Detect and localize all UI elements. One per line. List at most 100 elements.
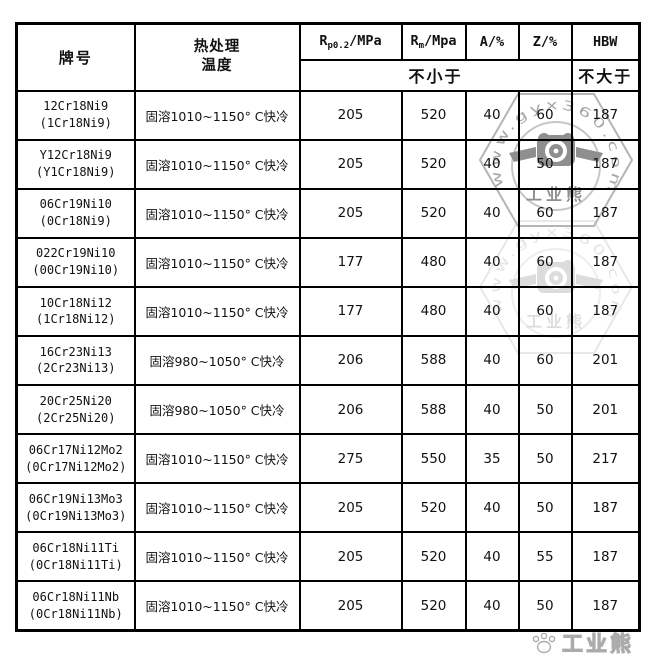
grade-old-name: (2Cr23Ni13) bbox=[36, 361, 116, 376]
rp02-value-cell: 205 bbox=[298, 580, 403, 632]
header-row-2: 不小于 不大于 bbox=[17, 58, 641, 92]
grade-name: 022Cr19Ni10 bbox=[36, 246, 116, 261]
table-row: 16Cr23Ni13 (2Cr23Ni13) 固溶980~1050° C快冷 2… bbox=[15, 334, 641, 386]
hbw-value-cell: 187 bbox=[570, 187, 641, 239]
rp02-value-cell: 205 bbox=[298, 482, 403, 534]
grade-old-name: (0Cr18Ni11Nb) bbox=[28, 606, 123, 621]
reduction-value-cell: 50 bbox=[517, 383, 573, 436]
reduction-value-cell: 50 bbox=[517, 433, 573, 485]
reduction-value-cell: 50 bbox=[517, 138, 573, 190]
elongation-value-cell: 40 bbox=[464, 89, 520, 141]
treatment-cell: 固溶1010~1150° C快冷 bbox=[133, 531, 301, 583]
table-row: Y12Cr18Ni9 (Y1Cr18Ni9) 固溶1010~1150° C快冷 … bbox=[15, 138, 641, 190]
treatment-header-line1: 热处理 bbox=[193, 39, 241, 56]
hbw-value-cell: 217 bbox=[570, 433, 641, 485]
grade-cell: Y12Cr18Ni9 (Y1Cr18Ni9) bbox=[15, 138, 136, 190]
table-row: 10Cr18Ni12 (1Cr18Ni12) 固溶1010~1150° C快冷 … bbox=[15, 285, 641, 337]
grade-name: 16Cr23Ni13 bbox=[39, 344, 112, 359]
treatment-cell: 固溶1010~1150° C快冷 bbox=[133, 285, 301, 337]
grade-name: 10Cr18Ni12 bbox=[39, 295, 112, 310]
table-row: 12Cr18Ni9 (1Cr18Ni9) 固溶1010~1150° C快冷 20… bbox=[15, 89, 641, 141]
grade-name: 06Cr17Ni12Mo2 bbox=[28, 442, 123, 457]
reduction-value-cell: 50 bbox=[517, 482, 573, 534]
rm-value-cell: 520 bbox=[400, 187, 467, 239]
col-header-rp02: Rp0.2/MPa bbox=[298, 22, 403, 61]
not-less-than-header: 不小于 bbox=[298, 58, 573, 92]
grade-cell: 20Cr25Ni20 (2Cr25Ni20) bbox=[15, 383, 136, 436]
col-header-grade: 牌号 bbox=[15, 22, 136, 92]
reduction-value-cell: 60 bbox=[517, 187, 573, 239]
grade-cell: 06Cr19Ni10 (0Cr18Ni9) bbox=[15, 187, 136, 239]
rp02-value-cell: 177 bbox=[298, 236, 403, 288]
table-row: 20Cr25Ni20 (2Cr25Ni20) 固溶980~1050° C快冷 2… bbox=[15, 383, 641, 436]
treatment-cell: 固溶1010~1150° C快冷 bbox=[133, 236, 301, 288]
grade-old-name: (Y1Cr18Ni9) bbox=[36, 165, 116, 180]
col-header-reduction: Z/% bbox=[517, 22, 573, 61]
grade-name: 12Cr18Ni9 bbox=[43, 99, 109, 114]
grade-old-name: (0Cr17Ni12Mo2) bbox=[25, 459, 127, 474]
grade-cell: 06Cr18Ni11Ti (0Cr18Ni11Ti) bbox=[15, 531, 136, 583]
hbw-value-cell: 201 bbox=[570, 383, 641, 436]
rm-value-cell: 520 bbox=[400, 580, 467, 632]
treatment-cell: 固溶1010~1150° C快冷 bbox=[133, 482, 301, 534]
grade-name: 06Cr19Ni13Mo3 bbox=[28, 491, 123, 506]
grade-old-name: (2Cr25Ni20) bbox=[36, 410, 116, 425]
rp02-value-cell: 205 bbox=[298, 187, 403, 239]
hbw-value-cell: 187 bbox=[570, 580, 641, 632]
rp02-value-cell: 206 bbox=[298, 334, 403, 386]
elongation-value-cell: 40 bbox=[464, 138, 520, 190]
hbw-value-cell: 187 bbox=[570, 89, 641, 141]
header-row-1: 牌号 热处理 温度 Rp0.2/MPa Rm/Mpa A/% Z/% HBW bbox=[15, 22, 641, 92]
hbw-value-cell: 201 bbox=[570, 334, 641, 386]
grade-name: 20Cr25Ni20 bbox=[39, 393, 112, 408]
treatment-header-line2: 温度 bbox=[201, 58, 233, 75]
footer-brand-text: 工业熊 bbox=[562, 632, 634, 656]
table-row: 06Cr18Ni11Nb (0Cr18Ni11Nb) 固溶1010~1150° … bbox=[15, 580, 641, 632]
elongation-value-cell: 35 bbox=[464, 433, 520, 485]
grade-old-name: (0Cr19Ni13Mo3) bbox=[25, 508, 127, 523]
treatment-cell: 固溶1010~1150° C快冷 bbox=[133, 138, 301, 190]
grade-name: 06Cr19Ni10 bbox=[39, 197, 112, 212]
grade-old-name: (00Cr19Ni10) bbox=[32, 263, 120, 278]
rm-value-cell: 520 bbox=[400, 531, 467, 583]
reduction-value-cell: 60 bbox=[517, 89, 573, 141]
reduction-value-cell: 50 bbox=[517, 580, 573, 632]
treatment-cell: 固溶1010~1150° C快冷 bbox=[133, 187, 301, 239]
mechanical-properties-table: 牌号 热处理 温度 Rp0.2/MPa Rm/Mpa A/% Z/% HBW 不… bbox=[15, 22, 641, 632]
rm-value-cell: 480 bbox=[400, 285, 467, 337]
grade-cell: 10Cr18Ni12 (1Cr18Ni12) bbox=[15, 285, 136, 337]
treatment-cell: 固溶980~1050° C快冷 bbox=[133, 334, 301, 386]
treatment-cell: 固溶1010~1150° C快冷 bbox=[133, 89, 301, 141]
reduction-value-cell: 60 bbox=[517, 334, 573, 386]
reduction-value-cell: 60 bbox=[517, 236, 573, 288]
grade-cell: 06Cr17Ni12Mo2 (0Cr17Ni12Mo2) bbox=[15, 433, 136, 485]
table-row: 06Cr19Ni10 (0Cr18Ni9) 固溶1010~1150° C快冷 2… bbox=[15, 187, 641, 239]
col-header-hbw: HBW bbox=[570, 22, 641, 61]
table-row: 06Cr19Ni13Mo3 (0Cr19Ni13Mo3) 固溶1010~1150… bbox=[15, 482, 641, 534]
treatment-cell: 固溶1010~1150° C快冷 bbox=[133, 580, 301, 632]
rm-value-cell: 480 bbox=[400, 236, 467, 288]
hbw-value-cell: 187 bbox=[570, 138, 641, 190]
elongation-value-cell: 40 bbox=[464, 383, 520, 436]
rp02-value-cell: 205 bbox=[298, 89, 403, 141]
grade-old-name: (0Cr18Ni11Ti) bbox=[28, 557, 123, 572]
rp02-value-cell: 275 bbox=[298, 433, 403, 485]
rm-value-cell: 550 bbox=[400, 433, 467, 485]
grade-name: 06Cr18Ni11Nb bbox=[32, 589, 120, 604]
grade-name: 06Cr18Ni11Ti bbox=[32, 540, 120, 555]
rm-value-cell: 520 bbox=[400, 138, 467, 190]
table-row: 06Cr18Ni11Ti (0Cr18Ni11Ti) 固溶1010~1150° … bbox=[15, 531, 641, 583]
elongation-value-cell: 40 bbox=[464, 334, 520, 386]
grade-cell: 06Cr18Ni11Nb (0Cr18Ni11Nb) bbox=[15, 580, 136, 632]
elongation-value-cell: 40 bbox=[464, 285, 520, 337]
paw-icon bbox=[532, 632, 556, 654]
grade-cell: 022Cr19Ni10 (00Cr19Ni10) bbox=[15, 236, 136, 288]
rm-value-cell: 520 bbox=[400, 89, 467, 141]
rp02-value-cell: 205 bbox=[298, 138, 403, 190]
grade-cell: 16Cr23Ni13 (2Cr23Ni13) bbox=[15, 334, 136, 386]
col-header-elongation: A/% bbox=[464, 22, 520, 61]
elongation-value-cell: 40 bbox=[464, 236, 520, 288]
elongation-value-cell: 40 bbox=[464, 531, 520, 583]
hbw-value-cell: 187 bbox=[570, 482, 641, 534]
hbw-value-cell: 187 bbox=[570, 531, 641, 583]
